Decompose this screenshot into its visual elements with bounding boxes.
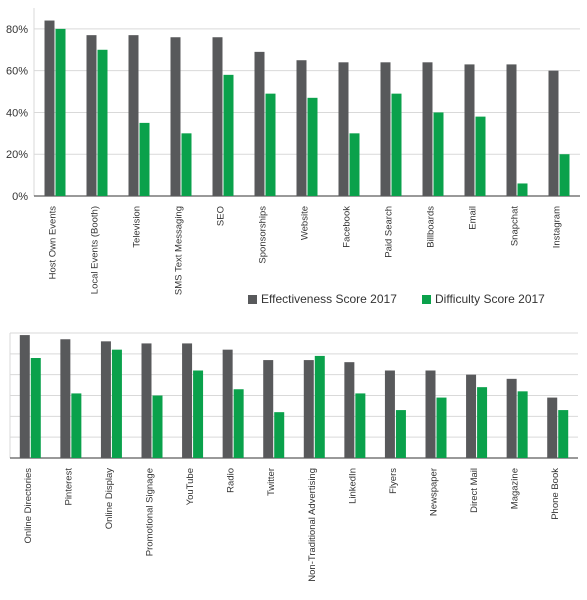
bar-difficulty-radio — [233, 389, 244, 458]
x-tick-label: Website — [300, 206, 311, 240]
x-tick-label: Instagram — [552, 206, 563, 248]
x-tick-label: SEO — [216, 206, 227, 226]
legend-effectiveness-swatch — [248, 295, 257, 304]
bar-effectiveness-phone-book — [547, 397, 558, 458]
x-tick-label: Radio — [226, 468, 237, 493]
bar-difficulty-promotional-signage — [152, 395, 163, 458]
x-tick-label: Host Own Events — [48, 206, 59, 280]
x-tick-label: Snapchat — [510, 206, 521, 247]
bar-effectiveness-online-directories — [19, 335, 30, 458]
x-tick-label: Phone Book — [550, 468, 561, 520]
bar-difficulty-phone-book — [558, 410, 569, 458]
x-tick-label: Pinterest — [63, 468, 74, 506]
bar-difficulty-sms-text-messaging — [181, 133, 192, 196]
y-tick-label: 0% — [12, 191, 28, 203]
bar-effectiveness-twitter — [263, 360, 274, 458]
bar-effectiveness-online-display — [100, 341, 111, 458]
bar-effectiveness-linkedin — [344, 362, 355, 458]
y-tick-label: 80% — [6, 24, 28, 36]
x-tick-label: LinkedIn — [347, 468, 358, 504]
x-tick-label: Facebook — [342, 206, 353, 248]
x-tick-label: Promotional Signage — [145, 468, 156, 556]
x-tick-label: Billboards — [426, 206, 437, 248]
bar-effectiveness-direct-mail — [466, 374, 477, 458]
bar-difficulty-magazine — [517, 391, 528, 458]
x-tick-label: Flyers — [388, 468, 399, 494]
bar-effectiveness-youtube — [182, 343, 193, 458]
bar-difficulty-seo — [223, 74, 234, 196]
bar-effectiveness-promotional-signage — [141, 343, 152, 458]
bar-difficulty-non-traditional-advertising — [314, 355, 325, 458]
bar-difficulty-online-directories — [30, 358, 41, 458]
legend-effectiveness-label: Effectiveness Score 2017 — [261, 292, 397, 306]
bar-difficulty-newspaper — [436, 397, 447, 458]
bar-difficulty-website — [307, 97, 318, 196]
bar-effectiveness-host-own-events — [44, 20, 55, 197]
bar-effectiveness-sms-text-messaging — [170, 37, 181, 196]
bar-effectiveness-paid-search — [380, 62, 391, 196]
x-tick-label: YouTube — [185, 468, 196, 505]
bar-effectiveness-magazine — [506, 378, 517, 458]
x-tick-label: Direct Mail — [469, 468, 480, 513]
x-tick-label: Email — [468, 206, 479, 230]
bar-difficulty-linkedin — [355, 393, 366, 458]
bar-effectiveness-instagram — [548, 70, 559, 196]
x-tick-label: Paid Search — [384, 206, 395, 258]
bar-effectiveness-email — [464, 64, 475, 197]
bar-effectiveness-sponsorships — [254, 51, 265, 196]
y-tick-label: 40% — [6, 107, 28, 119]
x-tick-label: Sponsorships — [258, 206, 269, 264]
bar-difficulty-television — [139, 122, 150, 196]
y-tick-label: 20% — [6, 149, 28, 161]
bar-difficulty-local-events-booth — [97, 49, 108, 197]
bar-effectiveness-radio — [222, 349, 233, 458]
x-tick-label: Online Display — [104, 468, 115, 529]
bar-effectiveness-television — [128, 35, 139, 197]
bar-difficulty-pinterest — [71, 393, 82, 458]
chart-legend: Effectiveness Score 2017 Difficulty Scor… — [248, 292, 545, 306]
x-tick-label: Local Events (Booth) — [90, 206, 101, 294]
bar-difficulty-online-display — [111, 349, 122, 458]
x-tick-label: Non-Traditional Advertising — [307, 468, 318, 582]
x-tick-label: Online Directories — [23, 468, 34, 544]
x-tick-label: Magazine — [510, 468, 521, 509]
bar-difficulty-snapchat — [517, 183, 528, 196]
bar-effectiveness-facebook — [338, 62, 349, 196]
bar-difficulty-host-own-events — [55, 28, 66, 197]
bar-difficulty-billboards — [433, 112, 444, 196]
bar-effectiveness-snapchat — [506, 64, 517, 197]
bar-effectiveness-billboards — [422, 62, 433, 196]
bar-difficulty-paid-search — [391, 93, 402, 196]
bar-difficulty-flyers — [395, 410, 406, 458]
bar-difficulty-instagram — [559, 154, 570, 196]
bar-difficulty-twitter — [274, 412, 285, 458]
bar-difficulty-email — [475, 116, 486, 196]
bar-effectiveness-seo — [212, 37, 223, 196]
bar-difficulty-sponsorships — [265, 93, 276, 196]
bar-effectiveness-website — [296, 60, 307, 196]
bar-effectiveness-flyers — [384, 370, 395, 458]
legend-difficulty-swatch — [422, 295, 431, 304]
bar-effectiveness-newspaper — [425, 370, 436, 458]
bar-effectiveness-pinterest — [60, 339, 71, 458]
x-tick-label: Twitter — [266, 468, 277, 496]
x-tick-label: SMS Text Messaging — [174, 206, 185, 295]
chart-bottom: Online Directories Pinterest Online Displa… — [9, 332, 578, 582]
bar-effectiveness-local-events-booth — [86, 35, 97, 197]
x-tick-label: Newspaper — [429, 468, 440, 516]
y-tick-label: 60% — [6, 66, 28, 78]
bar-effectiveness-non-traditional-advertising — [303, 360, 314, 458]
bar-difficulty-facebook — [349, 133, 360, 196]
legend-difficulty-label: Difficulty Score 2017 — [435, 292, 545, 306]
x-tick-label: Television — [132, 206, 143, 248]
bar-difficulty-youtube — [193, 370, 204, 458]
bar-difficulty-direct-mail — [477, 387, 488, 458]
chart-top: 0% 20% 40% 60% 80% Host Own Events Local Event… — [6, 8, 580, 295]
